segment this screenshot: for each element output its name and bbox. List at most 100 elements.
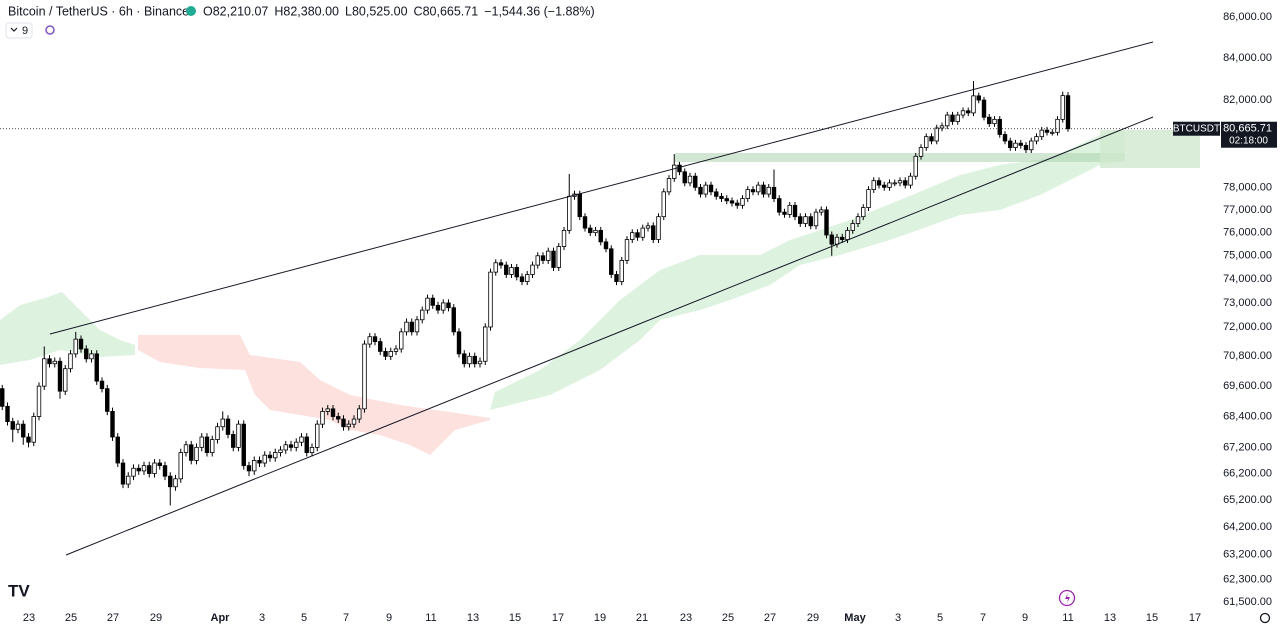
candle-body: [1039, 129, 1044, 138]
candle-body: [593, 229, 598, 234]
candle-body: [257, 460, 262, 464]
candle-body: [173, 478, 178, 488]
candle-body: [325, 408, 330, 412]
x-tick-label: 11: [1062, 612, 1073, 624]
candle-body: [850, 223, 855, 231]
cloud-green: [490, 130, 1125, 410]
candle-body: [236, 423, 241, 448]
candle-body: [766, 186, 771, 195]
candle-body: [1008, 140, 1013, 148]
candle-body: [756, 184, 761, 193]
candle-body: [267, 454, 273, 459]
candle-body: [435, 304, 441, 311]
candle-body: [787, 204, 792, 215]
y-tick-label: 74,000.00: [1223, 273, 1272, 285]
candle-body: [320, 410, 325, 425]
candle-body: [960, 110, 966, 116]
ohlc-value: 82,380.00: [283, 4, 339, 18]
y-tick-label: 66,200.00: [1223, 467, 1272, 479]
candle-body: [178, 452, 183, 480]
candle-body: [1060, 95, 1065, 120]
candle-body: [477, 360, 483, 365]
candle-body: [383, 351, 388, 357]
candle-body: [939, 125, 945, 129]
candle-body: [204, 436, 210, 453]
ohlc-key: O: [203, 4, 213, 18]
candle-body: [535, 255, 540, 266]
x-tick-label: 23: [680, 612, 692, 624]
candle-body: [745, 189, 750, 199]
candle-body: [934, 127, 939, 142]
candle-body: [493, 262, 498, 273]
indicator-icon[interactable]: [45, 25, 55, 35]
candle-body: [1002, 134, 1008, 142]
candle-body: [283, 444, 288, 451]
x-tick-label: May: [844, 612, 866, 624]
candle-body: [73, 338, 78, 355]
candle-body: [36, 385, 42, 417]
axes: 86,000.00 84,000.00 82,000.00 78,000.00 77,0…: [0, 11, 1277, 624]
candle-body: [488, 271, 493, 328]
candle-body: [997, 118, 1002, 135]
candle-body: [252, 460, 257, 472]
candle-body: [672, 164, 677, 179]
candle-body: [588, 227, 593, 234]
y-tick-label: 62,300.00: [1223, 573, 1272, 585]
candle-body: [630, 232, 635, 240]
candle-body: [288, 444, 294, 448]
candle-body: [577, 193, 582, 218]
candle-body: [824, 209, 829, 236]
candle-body: [1034, 136, 1039, 142]
candle-body: [31, 416, 36, 443]
candle-body: [446, 302, 451, 309]
cloud-green: [0, 292, 135, 365]
candle-body: [42, 358, 47, 387]
candle-body: [687, 175, 693, 184]
candle-body: [945, 114, 950, 127]
x-tick-label: Apr: [211, 612, 231, 624]
x-tick-label: 5: [937, 612, 943, 624]
zone: [675, 153, 1125, 162]
y-tick-label: 72,000.00: [1223, 321, 1272, 333]
trend-line: [49, 41, 1154, 335]
candle-body: [84, 348, 89, 360]
candle-body: [183, 444, 189, 453]
candle-body: [955, 114, 960, 122]
candle-body: [220, 418, 225, 428]
cloud-red: [138, 335, 490, 455]
candle-body: [162, 465, 168, 477]
candle-body: [215, 426, 220, 441]
candle-body: [299, 436, 304, 443]
candle-body: [567, 195, 572, 231]
symbol-box: [1173, 121, 1220, 136]
candle-body: [598, 229, 603, 243]
candle-body: [456, 331, 462, 355]
indicator-toggle[interactable]: [5, 22, 33, 39]
candle-body: [640, 227, 645, 238]
price-box: [1221, 121, 1277, 148]
candle-body: [141, 465, 147, 472]
candle-body: [813, 211, 819, 227]
x-tick-label: 13: [1104, 612, 1116, 624]
lightning-icon[interactable]: [1058, 589, 1076, 607]
candle-body: [871, 180, 876, 190]
candle-body: [57, 360, 63, 392]
candle-body: [798, 216, 803, 224]
price-label: 80,665.71: [1223, 123, 1272, 135]
candle-body: [845, 229, 850, 240]
candle-body: [336, 416, 341, 420]
candle-body: [561, 229, 567, 247]
candle-body: [525, 274, 530, 282]
y-tick-label: 67,200.00: [1223, 441, 1272, 453]
candle-body: [420, 309, 425, 321]
chevron: [10, 27, 18, 32]
candle-body: [120, 462, 126, 485]
y-tick-label: 77,000.00: [1223, 204, 1272, 216]
candle-body: [808, 216, 813, 227]
y-tick-label: 70,800.00: [1223, 350, 1272, 362]
candle-body: [346, 423, 351, 428]
x-tick-label: 11: [425, 612, 436, 624]
candle-body: [246, 465, 252, 472]
settings-icon[interactable]: [1259, 612, 1271, 624]
